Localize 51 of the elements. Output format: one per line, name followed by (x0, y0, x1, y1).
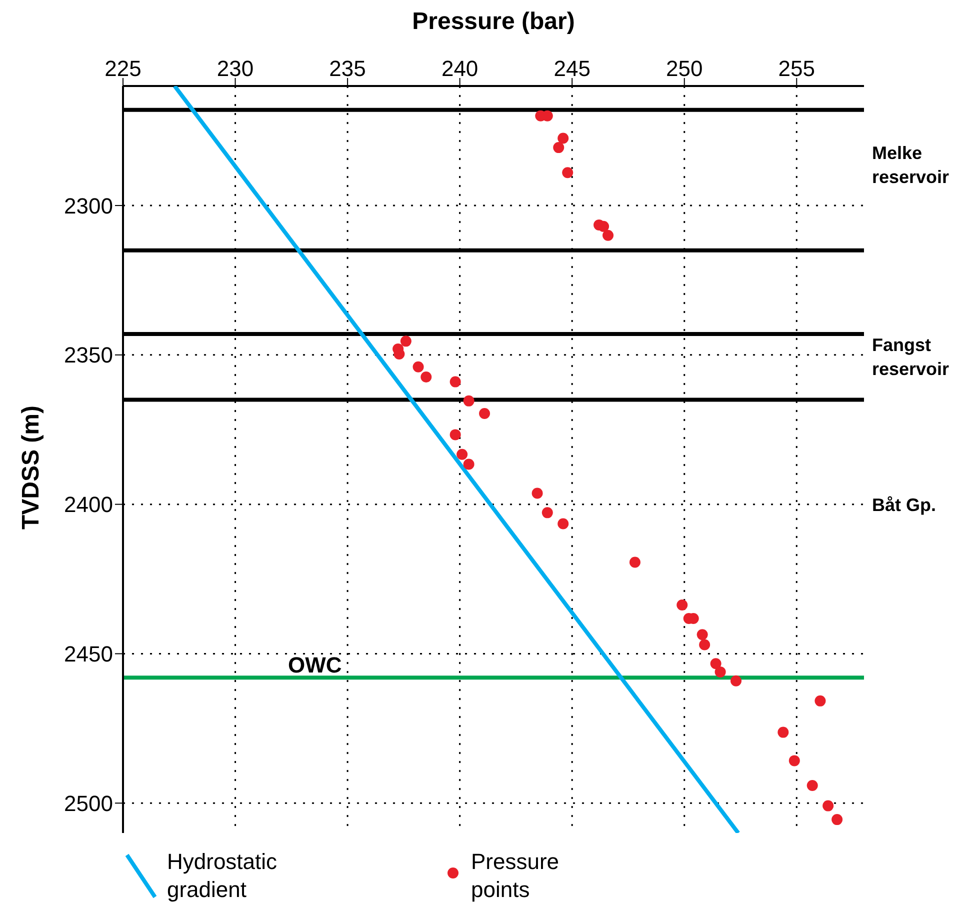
point (400, 336, 412, 347)
x-tick-label: 250 (666, 56, 703, 81)
point (463, 458, 474, 470)
point (778, 726, 789, 738)
point (456, 448, 468, 460)
point (558, 132, 569, 144)
legend-label: Pressure points (471, 848, 560, 904)
point (814, 695, 826, 706)
point (676, 600, 688, 611)
point (558, 518, 569, 530)
y-axis-title: TVDSS (m) (18, 405, 45, 530)
point (710, 658, 722, 670)
y-tick-label: 2400 (64, 492, 113, 518)
x-tick-label: 245 (554, 56, 590, 81)
text: Båt Gp. (872, 494, 938, 517)
point (788, 755, 800, 766)
x-tick-label: 255 (778, 56, 815, 81)
point (598, 220, 610, 232)
x-tick-label: 235 (329, 56, 366, 81)
point (730, 675, 742, 686)
y-tick-label: 2300 (64, 193, 113, 218)
point (532, 488, 543, 499)
point (629, 556, 640, 568)
x-tick-label: 230 (216, 56, 254, 81)
point (479, 408, 490, 419)
point (542, 507, 553, 518)
ref-line-label: OWC (288, 652, 342, 678)
text: Fangst reservoir (872, 334, 950, 381)
y-tick-label: 2500 (64, 790, 113, 816)
point (806, 780, 818, 791)
point (602, 230, 614, 241)
point (696, 629, 708, 640)
point (562, 167, 574, 178)
legend-label: Hydrostatic gradient (167, 848, 278, 904)
point (714, 666, 726, 678)
x-axis-title: Pressure (bar) (412, 8, 575, 36)
point (450, 429, 461, 440)
text: Melke reservoir (872, 142, 950, 189)
point (553, 142, 564, 154)
point (394, 348, 405, 360)
point (412, 361, 424, 372)
x-tick-label: 240 (441, 56, 478, 81)
x-tick-label: 225 (104, 56, 142, 81)
point (450, 376, 461, 388)
point (822, 800, 834, 812)
point (420, 372, 432, 383)
point (699, 639, 710, 650)
y-tick-label: 2450 (64, 642, 113, 667)
point (832, 814, 843, 826)
point (463, 395, 474, 406)
y-tick-label: 2350 (64, 342, 113, 368)
